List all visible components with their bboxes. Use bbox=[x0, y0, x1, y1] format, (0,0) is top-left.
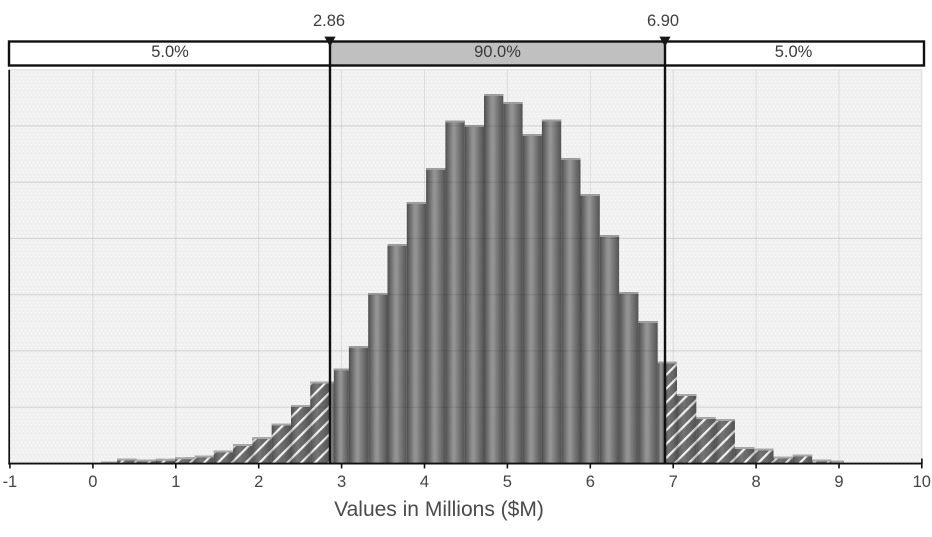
svg-text:Values in Millions ($M): Values in Millions ($M) bbox=[334, 498, 544, 521]
svg-text:8: 8 bbox=[752, 473, 761, 491]
svg-text:7: 7 bbox=[669, 473, 678, 491]
svg-text:9: 9 bbox=[834, 473, 843, 491]
svg-text:5.0%: 5.0% bbox=[151, 43, 189, 61]
svg-text:0: 0 bbox=[88, 473, 97, 491]
svg-text:-1: -1 bbox=[3, 473, 18, 491]
svg-text:5: 5 bbox=[503, 473, 512, 491]
svg-text:2.86: 2.86 bbox=[313, 12, 345, 30]
svg-text:3: 3 bbox=[337, 473, 346, 491]
svg-text:10: 10 bbox=[913, 473, 931, 491]
svg-text:6: 6 bbox=[586, 473, 595, 491]
svg-text:1: 1 bbox=[171, 473, 180, 491]
svg-text:2: 2 bbox=[254, 473, 263, 491]
svg-text:5.0%: 5.0% bbox=[775, 43, 813, 61]
svg-text:90.0%: 90.0% bbox=[474, 43, 521, 61]
svg-text:6.90: 6.90 bbox=[647, 12, 679, 30]
svg-text:4: 4 bbox=[420, 473, 429, 491]
